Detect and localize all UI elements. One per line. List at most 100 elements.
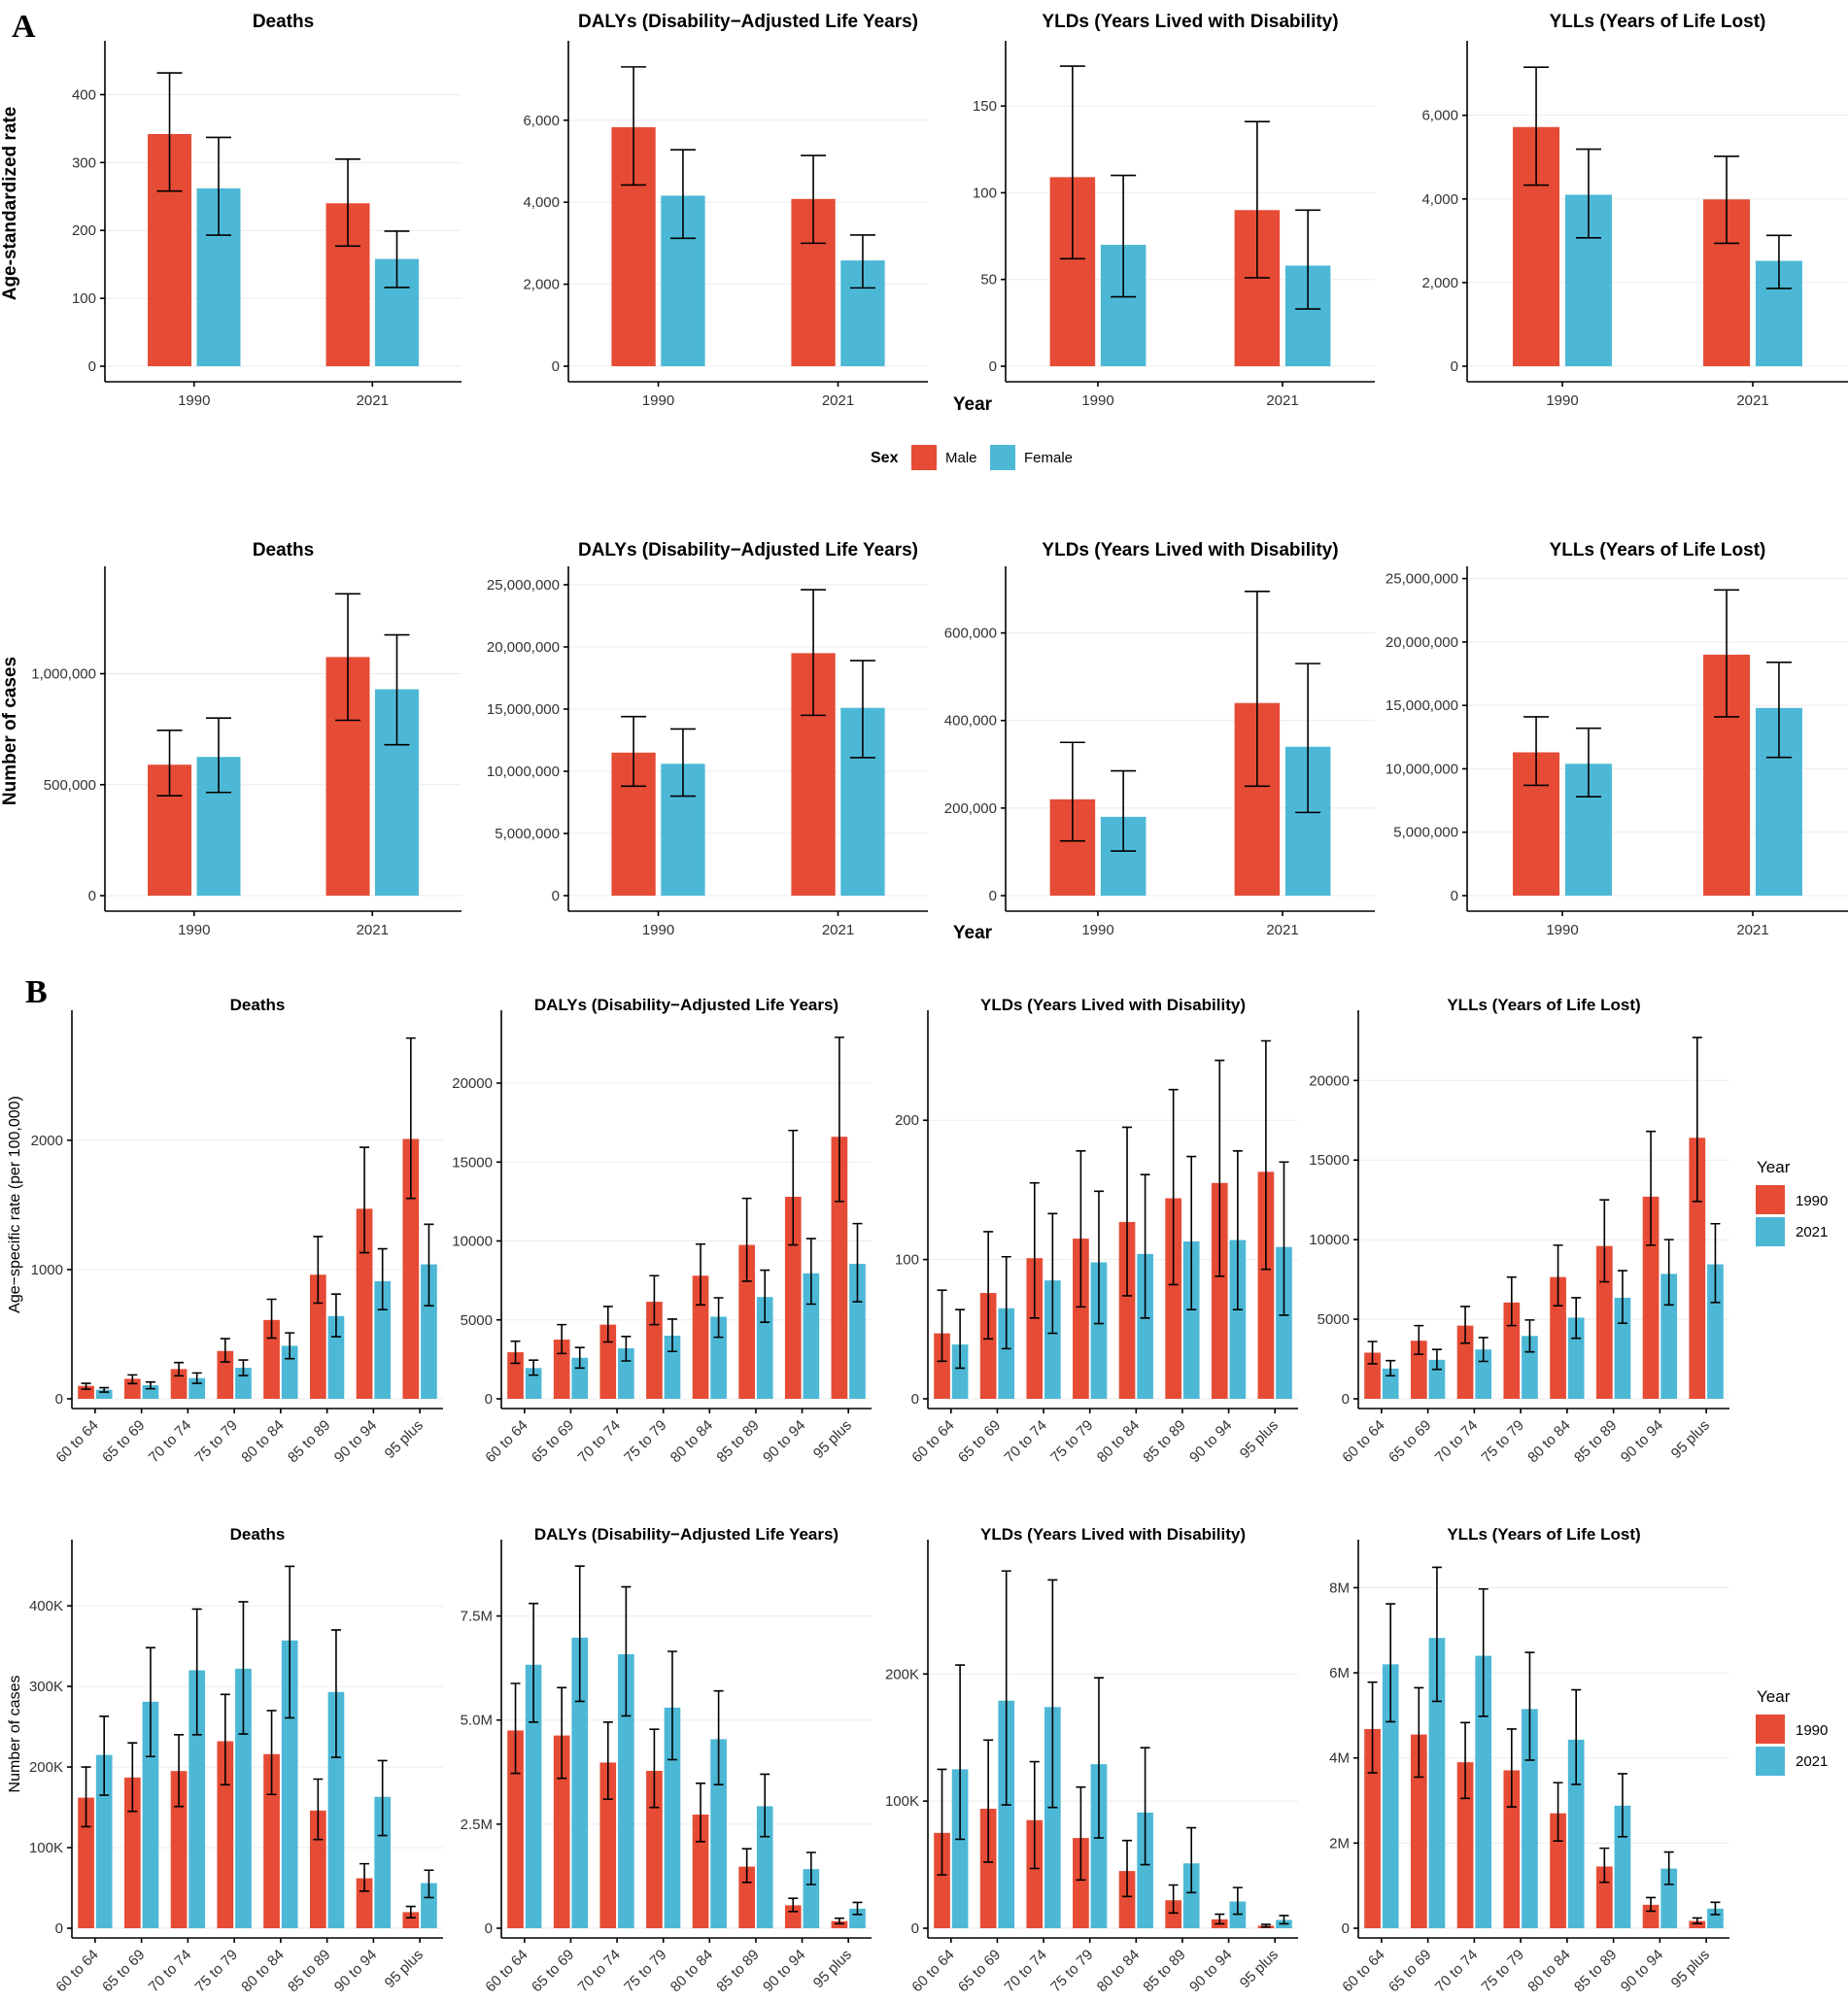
chart-b6-xtick-label: 95 plus xyxy=(810,1947,855,1991)
chart-b3-bar-2021-7 xyxy=(1276,1246,1292,1399)
chart-a2-ytick-label: 0 xyxy=(552,358,560,375)
chart-b2-errorbar-1990-3 xyxy=(649,1274,660,1326)
chart-b1-ytick-label: 2000 xyxy=(31,1133,63,1149)
chart-b8-xtick-label: 80 to 84 xyxy=(1524,1947,1573,1995)
chart-b6-errorbar-2021-3 xyxy=(667,1650,677,1761)
chart-b2-ytick-label: 10000 xyxy=(452,1234,493,1250)
chart-a4-ytick-label: 4,000 xyxy=(1421,191,1458,208)
chart-a8-xtick-label: 2021 xyxy=(1736,922,1768,938)
chart-b3-errorbar-2021-3 xyxy=(1093,1190,1104,1325)
chart-b6-xtick-label: 80 to 84 xyxy=(667,1947,716,1995)
chart-b4-errorbar-2021-3 xyxy=(1524,1319,1535,1353)
chart-b7-xtick-label: 75 to 79 xyxy=(1047,1947,1096,1995)
chart-a2-errorbar-male-0 xyxy=(621,66,647,187)
chart-b3-xtick-label: 90 to 94 xyxy=(1186,1417,1235,1466)
chart-a1-xtick-label: 1990 xyxy=(178,392,210,409)
chart-b4-bar-1990-2 xyxy=(1456,1325,1474,1399)
chart-b1-errorbar-2021-2 xyxy=(191,1372,202,1384)
year-legend-2: Year 1990 2021 xyxy=(1756,1687,1828,1776)
chart-b6-errorbar-1990-7 xyxy=(834,1917,844,1925)
chart-b5-errorbar-1990-4 xyxy=(266,1710,277,1796)
chart-b2-xtick-label: 70 to 74 xyxy=(575,1417,624,1466)
chart-b8-bar-1990-1 xyxy=(1410,1734,1427,1928)
chart-b3-xtick-label: 65 to 69 xyxy=(955,1417,1004,1466)
chart-a4-ytick-label: 6,000 xyxy=(1421,108,1458,124)
chart-a1-errorbar-male-1 xyxy=(335,158,361,248)
chart-a5-errorbar-male-0 xyxy=(156,729,183,797)
chart-b8-errorbar-1990-5 xyxy=(1599,1847,1610,1884)
chart-b2-xtick-label: 95 plus xyxy=(810,1417,855,1462)
chart-b4-bar-1990-4 xyxy=(1550,1276,1566,1399)
chart-b6-ytick-label: 5.0M xyxy=(461,1713,493,1729)
chart-a7: YLDs (Years Lived with Disability) 0 200,0… xyxy=(944,540,1375,938)
chart-b1-ylabel: Age−specific rate (per 100,000) xyxy=(7,1096,23,1313)
chart-b6-errorbar-1990-2 xyxy=(602,1721,613,1800)
chart-b2-bar-2021-7 xyxy=(849,1264,866,1399)
chart-b1-errorbar-1990-7 xyxy=(405,1036,416,1200)
chart-b8-errorbar-1990-3 xyxy=(1506,1728,1517,1808)
chart-b6-bar-1990-4 xyxy=(692,1815,709,1928)
chart-b4-xtick-label: 65 to 69 xyxy=(1386,1417,1434,1466)
chart-a7-errorbar-female-1 xyxy=(1295,662,1321,814)
chart-b5-bar-1990-7 xyxy=(402,1912,420,1928)
chart-b2-ytick-label: 5000 xyxy=(461,1312,493,1329)
chart-a4-errorbar-male-0 xyxy=(1523,66,1550,187)
chart-a6-errorbar-male-0 xyxy=(621,715,647,788)
chart-b2-errorbar-1990-4 xyxy=(696,1242,706,1307)
chart-b2-bar-1990-7 xyxy=(831,1137,848,1399)
chart-b5-bar-1990-1 xyxy=(123,1777,141,1928)
chart-b1-errorbar-2021-0 xyxy=(99,1386,110,1393)
chart-b1-bar-2021-7 xyxy=(421,1264,437,1399)
chart-b8-bar-1990-4 xyxy=(1550,1813,1566,1928)
chart-b4: YLLs (Years of Life Lost) 0 5000 10000 15000… xyxy=(1309,996,1729,1466)
chart-a2-errorbar-female-1 xyxy=(849,234,875,289)
legend-key-female xyxy=(990,445,1015,470)
chart-a1-errorbar-female-0 xyxy=(205,136,231,236)
chart-b7: YLDs (Years Lived with Disability) 0 100K 2… xyxy=(885,1525,1298,1995)
chart-a5-ylabel: Number of cases xyxy=(0,657,20,805)
chart-a6-title: DALYs (Disability−Adjusted Life Years) xyxy=(578,540,918,560)
chart-b5-ylabel: Number of cases xyxy=(7,1676,23,1793)
chart-b1-errorbar-2021-1 xyxy=(145,1380,155,1390)
chart-b8: YLLs (Years of Life Lost) 0 2M 4M 6M 8M 60 to … xyxy=(1329,1525,1729,1995)
panel-label-a: A xyxy=(12,9,36,45)
chart-b7-errorbar-1990-4 xyxy=(1122,1839,1133,1898)
chart-b4-errorbar-1990-4 xyxy=(1553,1244,1563,1307)
chart-b3-bar-2021-2 xyxy=(1044,1280,1061,1399)
chart-b3-ytick-label: 200 xyxy=(895,1112,919,1129)
chart-a4-errorbar-female-0 xyxy=(1575,148,1601,239)
chart-b4-errorbar-2021-4 xyxy=(1571,1297,1582,1340)
chart-b2-ytick-label: 20000 xyxy=(452,1075,493,1092)
chart-b6-bar-2021-2 xyxy=(618,1654,634,1928)
sex-legend-title: Sex xyxy=(871,450,899,466)
chart-b1-errorbar-2021-3 xyxy=(238,1359,249,1376)
chart-a5-errorbar-female-1 xyxy=(384,633,410,746)
chart-b8-bar-1990-7 xyxy=(1689,1920,1706,1928)
chart-a7-errorbar-male-0 xyxy=(1059,741,1085,842)
chart-b5-errorbar-2021-7 xyxy=(424,1869,434,1899)
chart-b5-bar-2021-6 xyxy=(374,1796,392,1928)
chart-b5-xtick-label: 70 to 74 xyxy=(146,1947,194,1995)
chart-b8-bar-1990-3 xyxy=(1503,1770,1521,1928)
chart-a1-xtick-label: 2021 xyxy=(357,392,389,409)
chart-b2-errorbar-2021-7 xyxy=(852,1222,863,1303)
chart-b4-xtick-label: 90 to 94 xyxy=(1618,1417,1666,1466)
chart-b7-ytick-label: 0 xyxy=(911,1920,919,1937)
chart-a1-ytick-label: 0 xyxy=(88,358,96,375)
chart-b8-errorbar-1990-1 xyxy=(1414,1686,1424,1779)
chart-a1: Deaths 0 100 200 300 400 1990 2021 Age-standardi… xyxy=(0,12,462,409)
chart-b6: DALYs (Disability−Adjusted Life Years) 0 2… xyxy=(461,1525,872,1995)
chart-a6-ytick-label: 20,000,000 xyxy=(487,639,560,656)
chart-b1-bar-1990-7 xyxy=(402,1138,420,1399)
chart-b8-errorbar-2021-1 xyxy=(1431,1566,1442,1703)
chart-b1-ytick-label: 1000 xyxy=(31,1262,63,1278)
chart-b6-errorbar-2021-2 xyxy=(621,1585,632,1717)
chart-a6: DALYs (Disability−Adjusted Life Years) 0 5… xyxy=(487,540,928,938)
chart-b4-xtick-label: 70 to 74 xyxy=(1432,1417,1481,1466)
chart-b7-xtick-label: 85 to 89 xyxy=(1140,1947,1188,1995)
chart-b3-errorbar-1990-3 xyxy=(1076,1149,1086,1308)
chart-a4-title: YLLs (Years of Life Lost) xyxy=(1550,12,1766,32)
year-legend-2-key-2021 xyxy=(1756,1747,1785,1776)
chart-b3-errorbar-2021-0 xyxy=(955,1308,966,1370)
chart-a5-ytick-label: 500,000 xyxy=(44,777,96,794)
